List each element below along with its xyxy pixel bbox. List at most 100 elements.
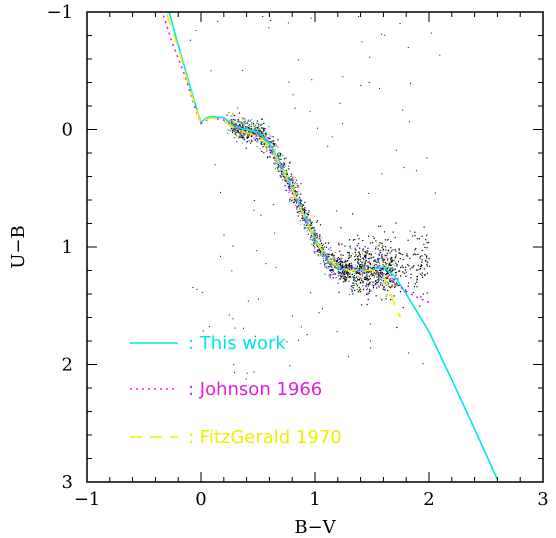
- scatter-point: [412, 254, 415, 256]
- scatter-point: [262, 141, 264, 143]
- scatter-point: [323, 243, 325, 245]
- scatter-point: [259, 136, 261, 138]
- scatter-point: [386, 267, 389, 269]
- scatter-point: [415, 170, 417, 172]
- scatter-point: [372, 281, 375, 283]
- scatter-point: [331, 136, 333, 138]
- scatter-point: [352, 287, 354, 289]
- scatter-point: [352, 270, 354, 273]
- scatter-point: [338, 271, 340, 273]
- scatter-point: [342, 123, 344, 125]
- scatter-point: [357, 283, 359, 286]
- scatter-point: [312, 227, 315, 229]
- scatter-point: [333, 273, 335, 276]
- scatter-point: [386, 239, 388, 241]
- scatter-point: [328, 267, 330, 269]
- scatter-point: [235, 134, 237, 136]
- scatter-point: [302, 204, 304, 206]
- scatter-point: [231, 120, 233, 122]
- scatter-point: [262, 133, 264, 135]
- scatter-point: [337, 262, 339, 265]
- scatter-point: [268, 27, 270, 29]
- scatter-point: [359, 264, 361, 266]
- scatter-point: [361, 273, 363, 275]
- scatter-point: [316, 127, 318, 129]
- scatter-point: [339, 250, 341, 252]
- scatter-point: [263, 130, 265, 132]
- scatter-point: [342, 265, 344, 267]
- scatter-point: [420, 264, 423, 266]
- scatter-point: [336, 271, 339, 273]
- scatter-point: [257, 135, 259, 137]
- scatter-point: [291, 175, 293, 177]
- scatter-point: [358, 258, 360, 260]
- scatter-point: [385, 295, 387, 297]
- scatter-point: [342, 274, 344, 276]
- scatter-point: [332, 265, 334, 267]
- scatter-point: [390, 259, 392, 261]
- scatter-point: [296, 208, 298, 210]
- scatter-point: [343, 261, 345, 263]
- scatter-point: [409, 230, 411, 232]
- scatter-point: [387, 257, 389, 260]
- scatter-point: [299, 203, 301, 205]
- scatter-point: [282, 154, 284, 157]
- scatter-point: [406, 253, 408, 255]
- scatter-point: [422, 293, 425, 295]
- scatter-point: [249, 128, 251, 130]
- scatter-point: [277, 153, 279, 155]
- scatter-point: [294, 181, 296, 183]
- scatter-point: [296, 186, 298, 188]
- scatter-point: [347, 251, 349, 254]
- scatter-point: [349, 245, 351, 247]
- scatter-point: [423, 226, 425, 228]
- scatter-point: [261, 150, 263, 153]
- scatter-point: [377, 266, 379, 268]
- scatter-point: [363, 268, 365, 270]
- scatter-point: [357, 275, 359, 277]
- scatter-point: [361, 257, 363, 260]
- scatter-point: [268, 133, 270, 135]
- scatter-point: [339, 272, 341, 274]
- scatter-point: [364, 246, 366, 248]
- scatter-point: [270, 142, 272, 144]
- scatter-point: [267, 148, 269, 150]
- scatter-point: [301, 206, 303, 208]
- scatter-point: [256, 146, 258, 148]
- scatter-point: [381, 283, 383, 285]
- scatter-point: [327, 256, 329, 258]
- scatter-point: [238, 137, 241, 139]
- scatter-point: [347, 259, 349, 262]
- scatter-point: [416, 278, 418, 280]
- scatter-point: [361, 304, 363, 306]
- scatter-point: [369, 263, 372, 266]
- scatter-point: [380, 270, 382, 272]
- scatter-point: [297, 191, 299, 193]
- scatter-point: [352, 293, 354, 295]
- scatter-point: [307, 213, 309, 216]
- scatter-point: [252, 126, 254, 128]
- scatter-point: [293, 187, 295, 189]
- scatter-point: [358, 16, 360, 18]
- scatter-point: [336, 257, 338, 260]
- scatter-point: [349, 264, 351, 266]
- scatter-point: [405, 271, 407, 273]
- scatter-point: [341, 261, 344, 264]
- scatter-point: [308, 211, 310, 214]
- scatter-point: [272, 146, 274, 148]
- scatter-point: [363, 258, 365, 261]
- scatter-point: [399, 22, 401, 24]
- scatter-point: [272, 143, 274, 145]
- scatter-point: [385, 263, 387, 265]
- scatter-point: [390, 264, 392, 266]
- scatter-point: [366, 289, 368, 291]
- scatter-point: [325, 246, 328, 248]
- scatter-point: [366, 271, 368, 273]
- scatter-point: [322, 255, 324, 257]
- scatter-point: [307, 233, 309, 235]
- scatter-point: [304, 227, 306, 229]
- scatter-point: [323, 251, 325, 253]
- scatter-point: [384, 265, 386, 267]
- scatter-point: [247, 126, 250, 129]
- scatter-point: [366, 252, 368, 254]
